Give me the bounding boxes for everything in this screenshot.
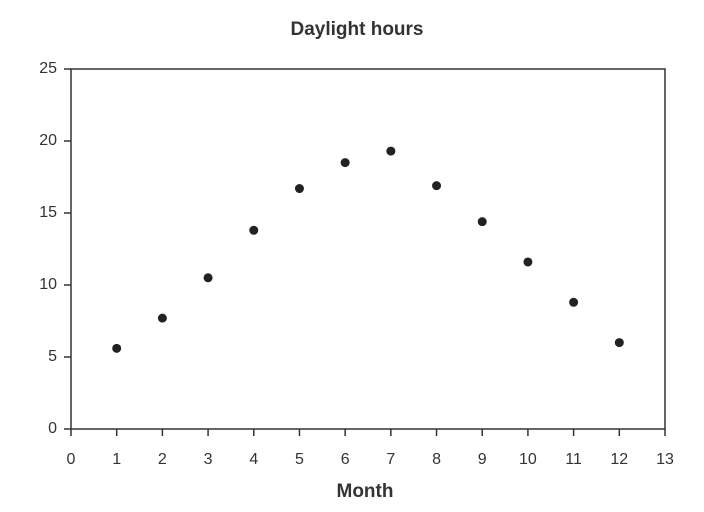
plot-frame xyxy=(70,68,666,430)
point xyxy=(569,297,579,307)
point xyxy=(477,217,487,227)
x-tick-label: 1 xyxy=(112,451,121,468)
point xyxy=(523,257,533,267)
point xyxy=(386,146,396,156)
y-tick-label: 10 xyxy=(39,276,57,293)
x-tick-label: 10 xyxy=(519,451,537,468)
x-tick-label: 9 xyxy=(478,451,487,468)
point xyxy=(112,343,122,353)
point xyxy=(432,181,442,191)
y-tick-label: 25 xyxy=(39,60,57,77)
y-tick-label: 0 xyxy=(48,420,57,437)
x-tick-label: 2 xyxy=(158,451,167,468)
y-tick-label: 5 xyxy=(48,348,57,365)
x-tick-label: 5 xyxy=(295,451,304,468)
x-tick-label: 12 xyxy=(610,451,628,468)
point xyxy=(340,158,350,168)
x-tick-label: 6 xyxy=(341,451,350,468)
chart-title: Daylight hours xyxy=(290,19,423,40)
x-axis-label: Month xyxy=(337,481,394,502)
point xyxy=(294,184,304,194)
y-tick-label: 20 xyxy=(39,132,57,149)
point xyxy=(157,313,167,323)
x-tick-label: 8 xyxy=(432,451,441,468)
point xyxy=(614,338,624,348)
x-tick-label: 11 xyxy=(565,451,582,468)
point xyxy=(203,273,213,283)
point xyxy=(249,225,259,235)
x-tick-label: 13 xyxy=(656,451,674,468)
x-tick-label: 4 xyxy=(249,451,258,468)
x-tick-label: 7 xyxy=(386,451,395,468)
x-tick-label: 0 xyxy=(67,451,76,468)
x-tick-label: 3 xyxy=(204,451,213,468)
y-tick-label: 15 xyxy=(39,204,57,221)
